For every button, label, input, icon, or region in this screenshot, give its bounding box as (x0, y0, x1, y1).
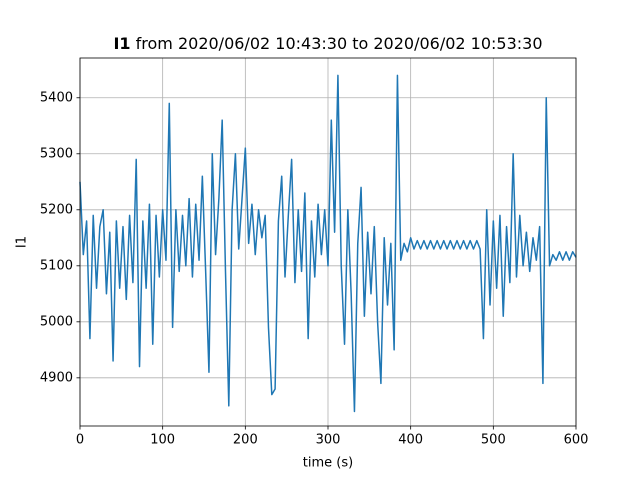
x-tick-label: 200 (233, 433, 258, 448)
y-tick-label: 5200 (40, 202, 73, 217)
x-tick-label: 500 (481, 433, 506, 448)
y-tick-label: 5300 (40, 146, 73, 161)
y-tick-label: 5100 (40, 258, 73, 273)
y-axis-label: I1 (15, 236, 30, 248)
y-tick-label: 4900 (40, 370, 73, 385)
x-tick-label: 400 (398, 433, 423, 448)
x-tick-label: 0 (76, 433, 84, 448)
x-tick-label: 600 (564, 433, 589, 448)
x-tick-label: 100 (150, 433, 175, 448)
title-range: from 2020/06/02 10:43:30 to 2020/06/02 1… (136, 34, 543, 53)
chart-title: I1 from 2020/06/02 10:43:30 to 2020/06/0… (113, 34, 542, 53)
x-axis-label: time (s) (303, 456, 353, 471)
y-tick-label: 5000 (40, 314, 73, 329)
y-tick-label: 5400 (40, 90, 73, 105)
x-tick-label: 300 (316, 433, 341, 448)
title-signal: I1 (113, 34, 130, 53)
data-line (79, 74, 577, 413)
